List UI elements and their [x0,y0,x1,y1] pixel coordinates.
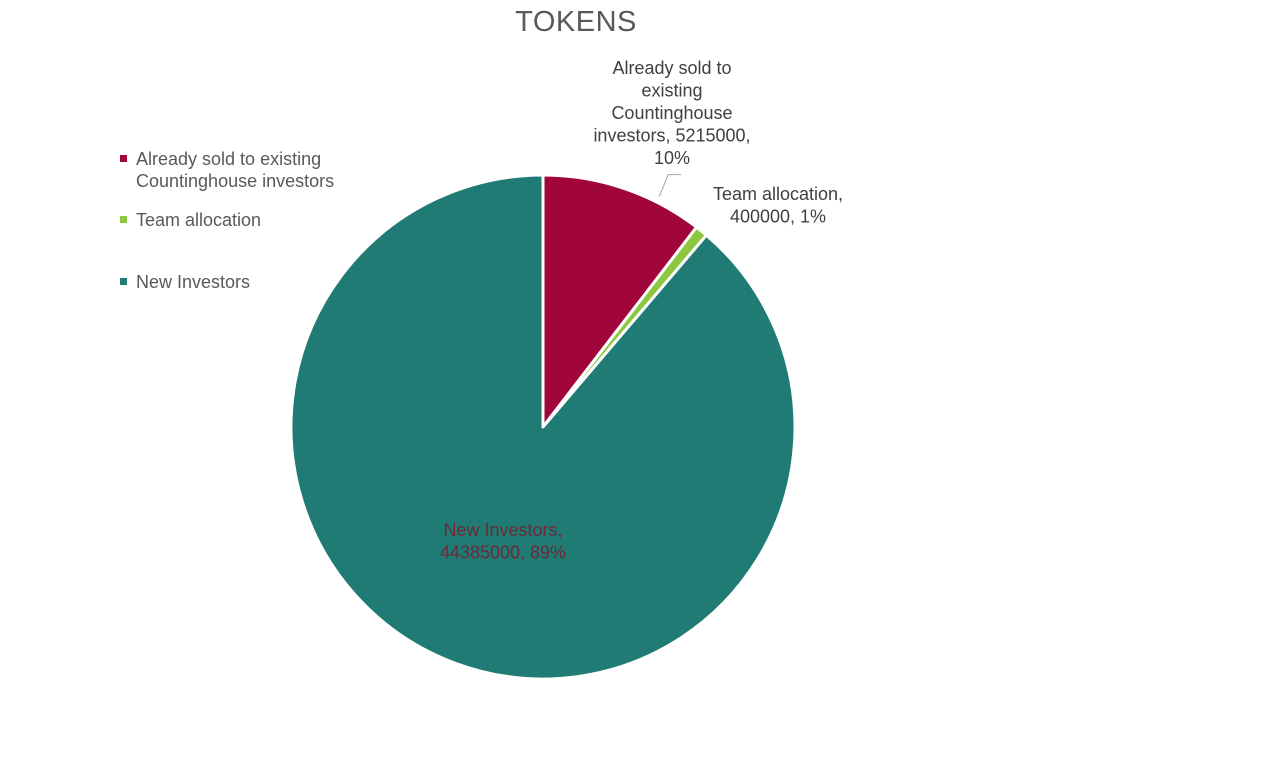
data-label-line: Already sold to [612,58,731,78]
data-label-line: Team allocation, [713,184,843,204]
pie-slice-already-sold [541,173,699,429]
legend-label-already-sold: Already sold to existing Countinghouse i… [136,149,335,191]
data-label-line: 400000, 1% [730,207,826,227]
data-label-line: 10% [654,148,690,168]
data-label-team-allocation: Team allocation, 400000, 1% [713,184,843,227]
data-label-already-sold: Already sold to existing Countinghouse inve… [593,58,750,168]
data-label-line: investors, 5215000, [593,126,750,146]
data-label-line: 44385000, 89% [440,543,566,563]
data-label-line: Countinghouse [611,103,732,123]
legend-label-team-allocation: Team allocation [136,210,262,230]
legend-swatch-new-investors [120,278,127,285]
legend-swatch-team-allocation [120,216,127,223]
legend-item-already-sold: Already sold to existing Countinghouse i… [120,148,376,192]
legend-item-team-allocation: Team allocation [120,209,376,231]
data-label-line: existing [641,81,702,101]
legend-swatch-already-sold [120,155,127,162]
leader-line-already-sold [658,174,682,197]
pie-slice-new-investors [289,173,797,681]
data-label-new-investors: New Investors, 44385000, 89% [440,520,566,563]
data-label-line: New Investors, [443,520,562,540]
legend-item-new-investors: New Investors [120,271,376,293]
legend-label-new-investors: New Investors [136,272,251,292]
chart-title: TOKENS [515,6,637,38]
